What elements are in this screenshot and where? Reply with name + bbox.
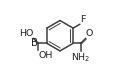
Text: B: B bbox=[31, 38, 38, 48]
Text: NH$_2$: NH$_2$ bbox=[71, 52, 90, 64]
Text: OH: OH bbox=[39, 51, 53, 60]
Text: F: F bbox=[80, 15, 85, 24]
Text: O: O bbox=[86, 29, 93, 38]
Text: HO: HO bbox=[19, 29, 33, 38]
